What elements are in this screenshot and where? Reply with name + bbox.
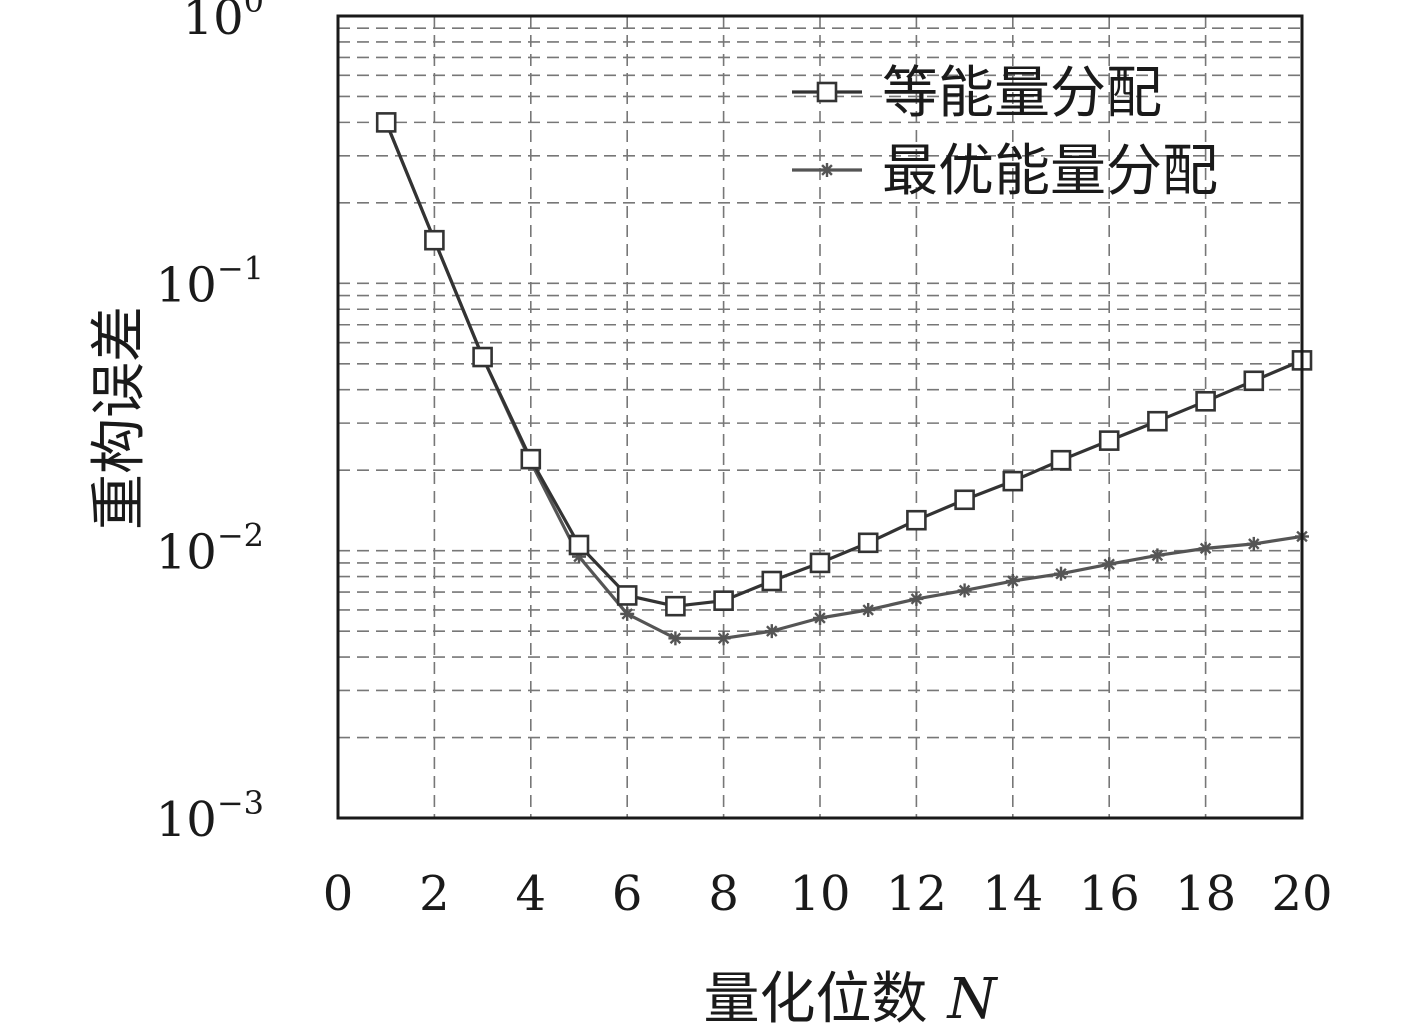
data-point [1098, 430, 1120, 451]
legend-entry: 最优能量分配 [792, 139, 1218, 204]
x-tick-label: 4 [516, 866, 547, 922]
data-point [1102, 557, 1117, 572]
data-point [1002, 470, 1024, 492]
asterisk-stroke [821, 164, 833, 176]
data-point [906, 509, 927, 531]
data-point [713, 590, 734, 611]
series-line [384, 121, 1303, 640]
y-tick-exponent: 0 [244, 0, 264, 20]
data-point [472, 346, 493, 368]
asterisk-stroke [1151, 549, 1164, 562]
grid [338, 16, 1302, 818]
data-point [665, 595, 686, 617]
x-tick-label: 16 [1079, 866, 1140, 922]
data-point [1147, 410, 1168, 432]
x-axis-label-text: 量化位数 [704, 967, 928, 1032]
data-point [857, 532, 879, 554]
data-point [424, 229, 445, 251]
asterisk-stroke [814, 612, 826, 624]
y-tick-label: 10−3 [156, 784, 264, 848]
data-point [764, 624, 779, 639]
y-tick-base: 10 [156, 257, 217, 313]
legend-label: 等能量分配 [882, 61, 1162, 126]
data-point [1246, 536, 1261, 551]
data-point [1198, 541, 1213, 556]
asterisk-stroke [717, 632, 730, 645]
data-point [954, 489, 975, 511]
data-point [1005, 574, 1020, 589]
x-tick-label: 0 [323, 866, 354, 922]
data-point [1243, 370, 1265, 392]
plot-frame [336, 14, 1304, 820]
x-tick-label: 12 [886, 866, 947, 922]
y-tick-label: 10−2 [156, 517, 264, 581]
x-tick-label: 18 [1175, 866, 1236, 922]
legend-swatch-marker [820, 163, 834, 177]
y-tick-base: 10 [156, 792, 217, 848]
asterisk-stroke [621, 608, 633, 620]
x-tick-label: 6 [612, 866, 643, 922]
data-point [668, 631, 683, 646]
data-point [1054, 566, 1068, 581]
asterisk-stroke [910, 593, 923, 605]
asterisk-stroke [958, 584, 971, 597]
asterisk-stroke [1055, 567, 1067, 580]
data-point [568, 534, 590, 556]
y-axis-label: 重构误差 [87, 306, 152, 530]
asterisk-stroke [1007, 575, 1019, 587]
y-tick-base: 10 [156, 525, 217, 581]
legend-label: 最优能量分配 [882, 139, 1218, 204]
series-layer [375, 112, 1313, 646]
data-point [809, 552, 831, 574]
data-point [909, 591, 924, 606]
asterisk-stroke [1199, 542, 1212, 555]
legend-swatch-marker [816, 81, 838, 103]
data-point [520, 448, 542, 470]
y-tick-exponent: −3 [217, 784, 264, 822]
data-point [375, 112, 397, 133]
data-point [1050, 449, 1072, 471]
y-tick-label: 100 [183, 0, 264, 46]
x-axis-label: 量化位数 N [704, 967, 999, 1032]
x-tick-label: 20 [1271, 866, 1332, 922]
data-point [861, 602, 876, 617]
x-tick-label: 14 [982, 866, 1043, 922]
data-point [616, 585, 638, 606]
x-tick-label: 8 [708, 866, 739, 922]
asterisk-stroke [766, 625, 778, 637]
asterisk-stroke [862, 604, 874, 616]
y-tick-exponent: −2 [217, 517, 264, 555]
data-point [620, 606, 635, 621]
x-tick-label: 10 [789, 866, 850, 922]
asterisk-stroke [1248, 538, 1260, 550]
data-point [1195, 391, 1216, 412]
data-point [813, 610, 827, 625]
data-point [1150, 548, 1165, 563]
asterisk-stroke [669, 632, 682, 645]
x-axis-variable: N [946, 967, 999, 1032]
data-point [957, 583, 972, 598]
asterisk-stroke [1103, 558, 1115, 570]
y-tick-base: 10 [183, 0, 244, 46]
data-point [716, 631, 731, 646]
series-equal-energy [375, 112, 1313, 617]
data-point [761, 570, 783, 592]
y-tick-label: 10−1 [156, 249, 264, 313]
legend-entry: 等能量分配 [792, 61, 1162, 126]
x-tick-label: 2 [419, 866, 450, 922]
y-tick-exponent: −1 [217, 249, 264, 287]
